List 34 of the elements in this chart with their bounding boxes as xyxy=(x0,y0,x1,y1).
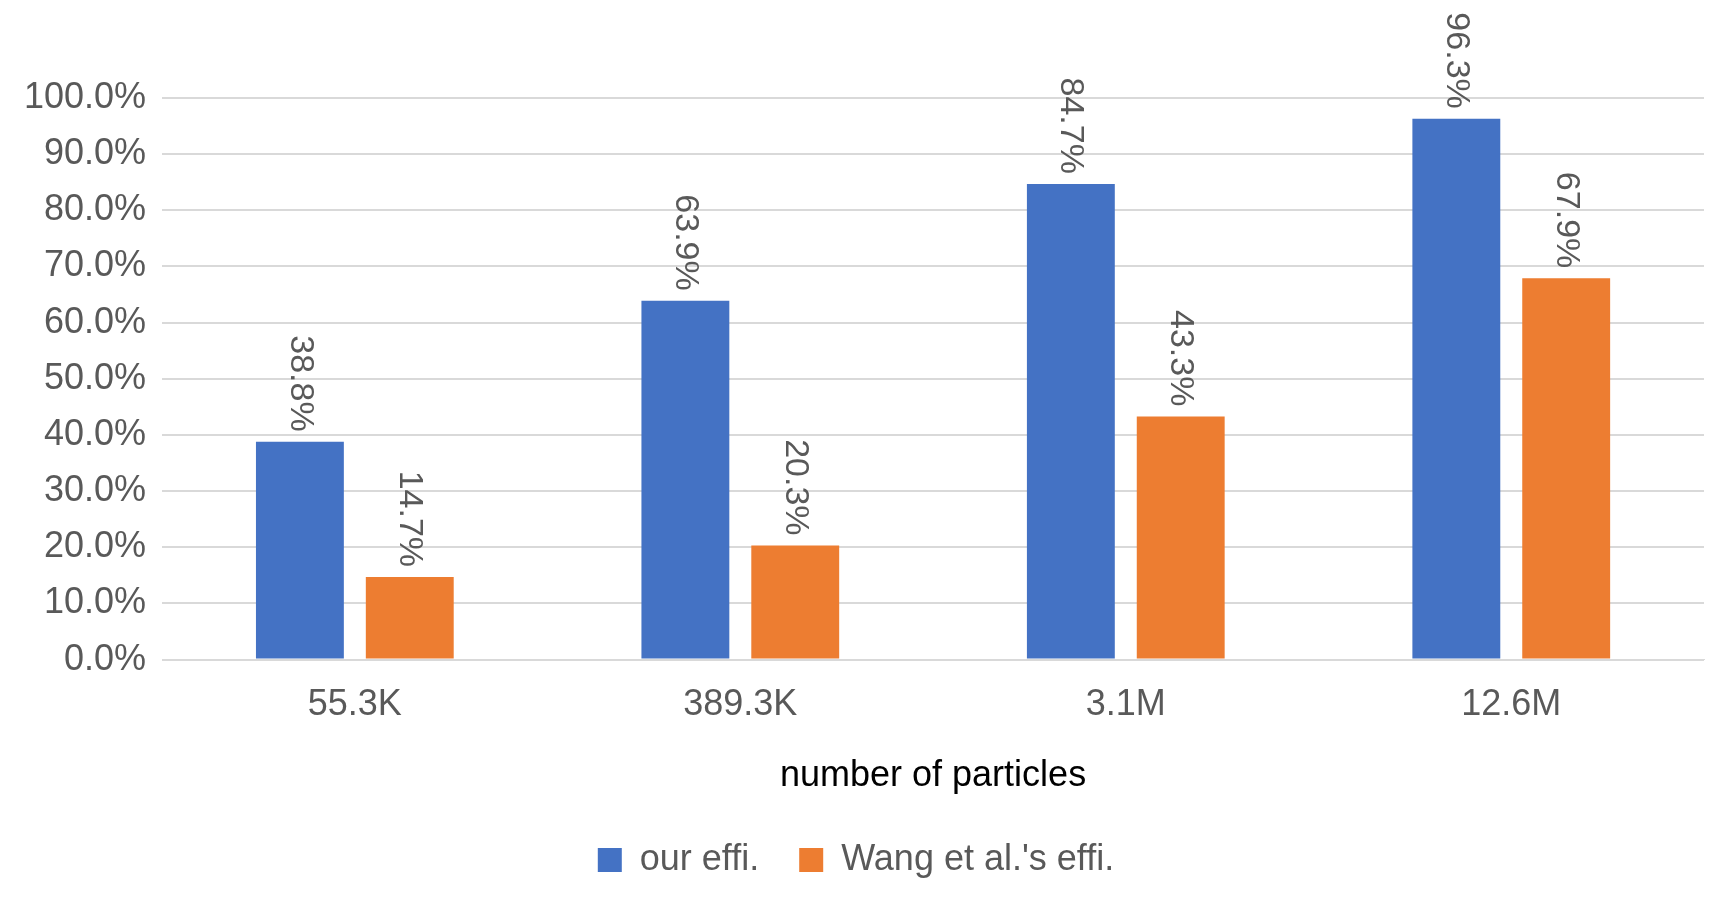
data-label: 96.3% xyxy=(1439,12,1478,109)
bar xyxy=(365,577,454,659)
x-tick-label: 389.3K xyxy=(683,682,798,724)
data-label: 14.7% xyxy=(393,470,432,568)
bar xyxy=(1136,416,1225,659)
data-label: 38.8% xyxy=(283,335,322,432)
data-label: 63.9% xyxy=(669,194,708,291)
y-tick-label: 70.0% xyxy=(44,243,147,285)
y-tick-label: 80.0% xyxy=(44,187,147,229)
x-tick-label: 12.6M xyxy=(1461,682,1562,724)
bar xyxy=(1412,118,1501,659)
data-label: 84.7% xyxy=(1054,77,1093,174)
x-tick-label: 3.1M xyxy=(1085,682,1166,724)
data-label: 20.3% xyxy=(778,439,817,536)
data-label: 67.9% xyxy=(1549,171,1588,269)
y-tick-label: 100.0% xyxy=(23,74,147,116)
bar xyxy=(641,300,730,659)
y-tick-label: 40.0% xyxy=(44,411,147,453)
y-tick-label: 10.0% xyxy=(44,580,147,622)
x-tick-label: 55.3K xyxy=(307,682,402,724)
y-tick-label: 20.0% xyxy=(44,524,147,566)
y-tick-label: 50.0% xyxy=(44,355,147,397)
bar xyxy=(255,441,344,659)
y-tick-label: 0.0% xyxy=(64,636,147,678)
bar xyxy=(1522,278,1611,659)
bar xyxy=(751,545,840,659)
data-label: 43.3% xyxy=(1164,310,1203,407)
legend-label: Wang et al.'s effi. xyxy=(841,836,1115,878)
y-tick-label: 30.0% xyxy=(44,468,147,510)
legend-label: our effi. xyxy=(639,836,760,878)
y-tick-label: 60.0% xyxy=(44,299,147,341)
bar xyxy=(1026,183,1115,659)
x-axis-title: number of particles xyxy=(779,753,1087,795)
y-tick-label: 90.0% xyxy=(44,131,147,173)
